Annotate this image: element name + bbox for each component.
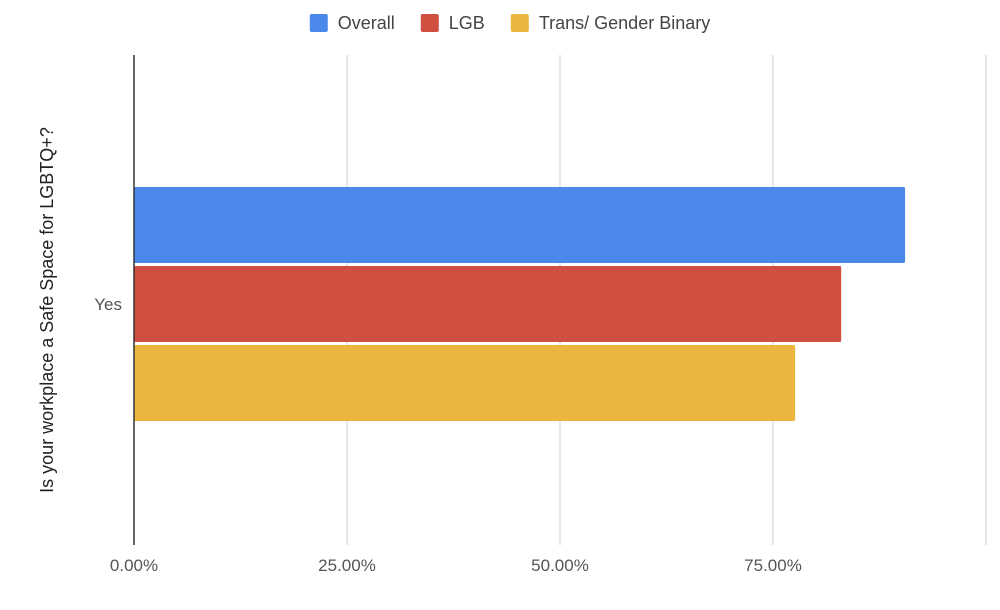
bar-trans-gender-binary — [134, 345, 796, 421]
category-label: Yes — [94, 295, 122, 314]
bar-lgb — [134, 266, 842, 342]
bars — [134, 187, 906, 421]
x-tick-label: 0.00% — [110, 556, 158, 575]
legend-swatch-trans-gender-binary — [510, 14, 529, 32]
y-axis-label: Is your workplace a Safe Space for LGBTQ… — [37, 127, 57, 493]
legend-label-trans-gender-binary: Trans/ Gender Binary — [539, 13, 710, 33]
x-tick-label: 75.00% — [744, 556, 802, 575]
x-tick-label: 25.00% — [318, 556, 376, 575]
legend: Overall LGB Trans/ Gender Binary — [309, 13, 710, 33]
bar-overall — [134, 187, 906, 263]
legend-swatch-lgb — [420, 14, 439, 32]
legend-label-overall: Overall — [338, 13, 395, 33]
category-labels: Yes — [94, 295, 122, 314]
legend-label-lgb: LGB — [449, 13, 485, 33]
x-axis-ticks: 0.00% 25.00% 50.00% 75.00% — [110, 556, 802, 575]
x-tick-label: 50.00% — [531, 556, 589, 575]
legend-swatch-overall — [309, 14, 328, 32]
